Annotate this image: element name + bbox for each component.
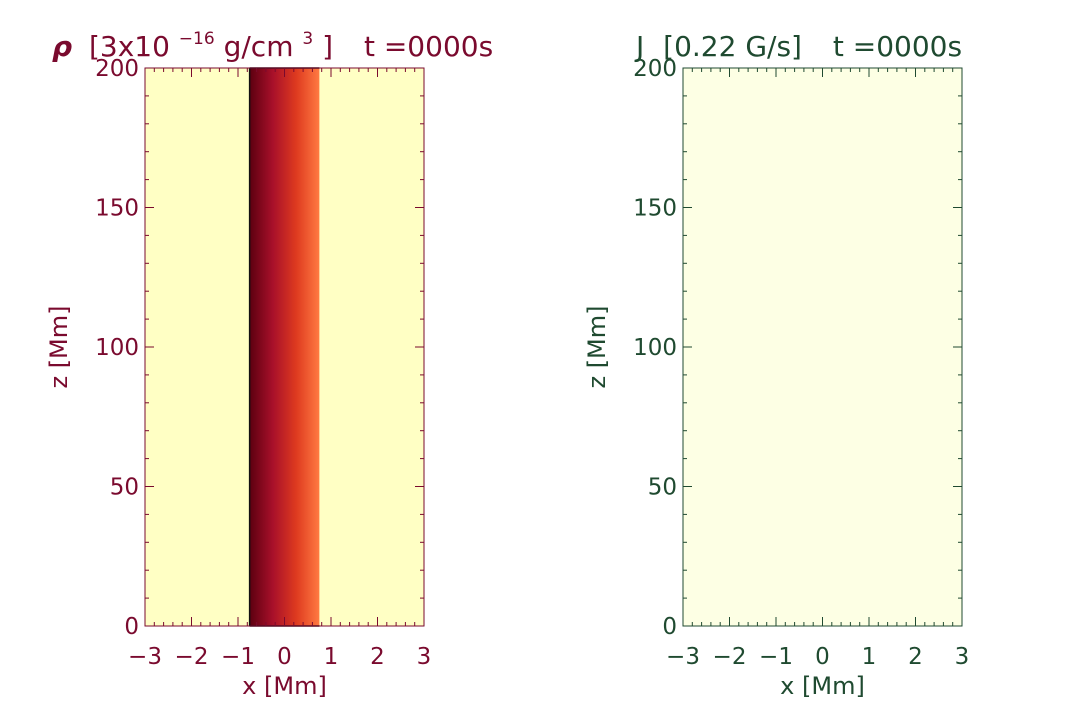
current-x-tick-label: 3 bbox=[955, 644, 970, 670]
current-x-tick-label: 2 bbox=[908, 644, 923, 670]
density-title: ρ [3x10 −16 g/cm 3 ] t =0000s bbox=[52, 18, 493, 63]
current-x-tick-labels: −3 −2 −1 0 1 2 3 bbox=[666, 644, 969, 670]
density-y-tick-label: 200 bbox=[95, 56, 139, 82]
density-y-tick-label: 50 bbox=[110, 475, 139, 501]
density-y-tick-labels: 0 50 100 150 200 bbox=[95, 56, 139, 640]
density-x-tick-label: 2 bbox=[370, 644, 385, 670]
density-axis-ticks bbox=[144, 67, 425, 627]
density-title-unit-exponent: −16 bbox=[179, 29, 215, 49]
current-axis-ticks bbox=[682, 67, 963, 627]
density-x-tick-label: 0 bbox=[277, 644, 292, 670]
current-plot-background bbox=[683, 68, 962, 626]
current-title-symbol: J bbox=[634, 30, 644, 63]
current-title-unit: [0.22 G/s] bbox=[663, 30, 802, 63]
density-x-tick-labels: −3 −2 −1 0 1 2 3 bbox=[128, 644, 431, 670]
current-panel: J [0.22 G/s] t =0000s −3 −2 −1 0 1 2 3 0 50 100 1… bbox=[583, 30, 969, 700]
density-title-unit-middle: g/cm bbox=[224, 30, 294, 63]
density-y-tick-label: 100 bbox=[95, 335, 139, 361]
density-band bbox=[249, 68, 320, 626]
current-x-tick-label: −2 bbox=[713, 644, 747, 670]
current-x-tick-label: 1 bbox=[862, 644, 877, 670]
density-x-tick-label: 1 bbox=[324, 644, 339, 670]
density-title-time: t =0000s bbox=[364, 30, 493, 63]
current-title-time: t =0000s bbox=[833, 30, 962, 63]
current-y-tick-label: 200 bbox=[633, 56, 677, 82]
density-y-tick-label: 150 bbox=[95, 196, 139, 222]
density-title-unit-power: 3 bbox=[302, 29, 313, 49]
current-y-tick-label: 50 bbox=[648, 475, 677, 501]
density-y-tick-label: 0 bbox=[124, 614, 139, 640]
density-y-axis-label: z [Mm] bbox=[45, 305, 73, 388]
current-y-axis-label: z [Mm] bbox=[583, 305, 611, 388]
current-y-tick-label: 100 bbox=[633, 335, 677, 361]
current-y-tick-labels: 0 50 100 150 200 bbox=[633, 56, 677, 640]
current-y-tick-label: 150 bbox=[633, 196, 677, 222]
density-x-tick-label: −3 bbox=[128, 644, 162, 670]
density-panel: ρ [3x10 −16 g/cm 3 ] t =0000s −3 −2 −1 0 1 2 3… bbox=[45, 18, 493, 700]
density-title-unit-prefix: [3x10 bbox=[89, 30, 170, 63]
density-title-symbol: ρ bbox=[52, 30, 72, 63]
current-x-tick-label: −3 bbox=[666, 644, 700, 670]
density-title-unit-suffix: ] bbox=[322, 30, 333, 63]
density-x-tick-label: −1 bbox=[221, 644, 255, 670]
density-x-tick-label: −2 bbox=[175, 644, 209, 670]
density-x-axis-label: x [Mm] bbox=[242, 672, 327, 700]
current-x-tick-label: −1 bbox=[759, 644, 793, 670]
current-x-axis-label: x [Mm] bbox=[780, 672, 865, 700]
current-x-tick-label: 0 bbox=[815, 644, 830, 670]
current-title: J [0.22 G/s] t =0000s bbox=[634, 30, 962, 63]
density-x-tick-label: 3 bbox=[417, 644, 432, 670]
current-y-tick-label: 0 bbox=[662, 614, 677, 640]
